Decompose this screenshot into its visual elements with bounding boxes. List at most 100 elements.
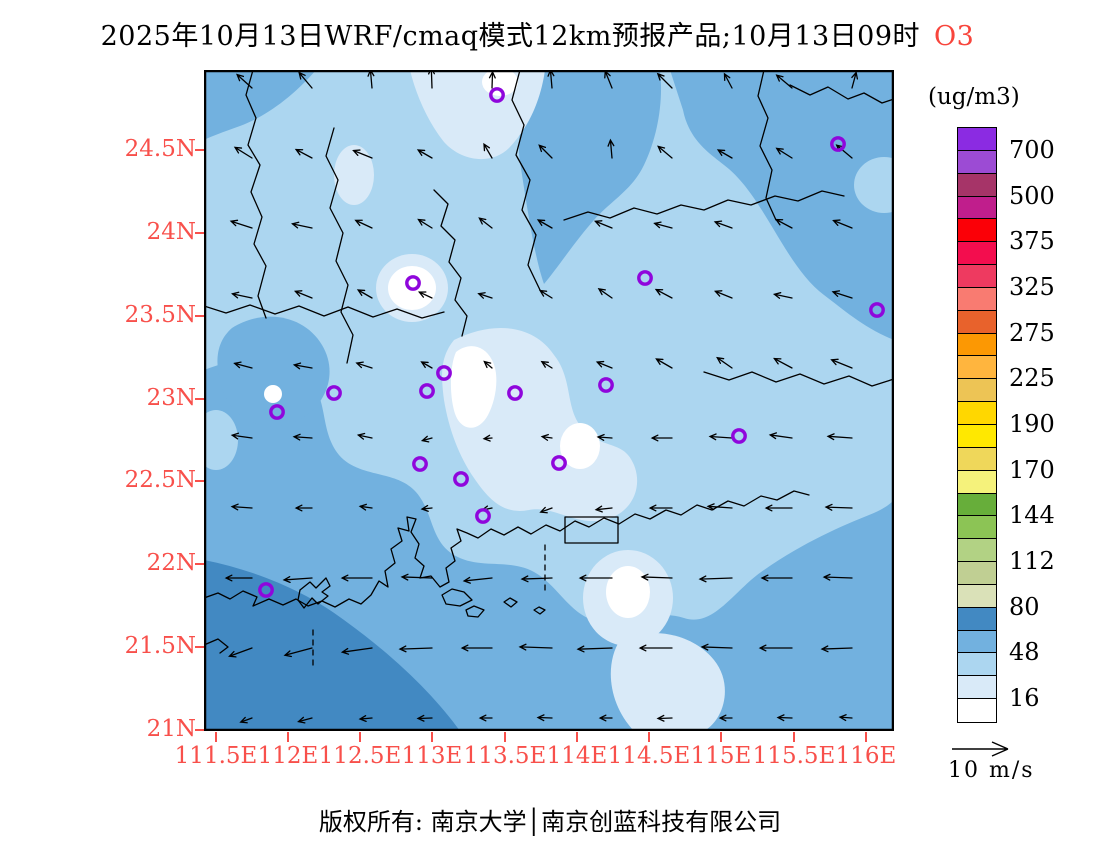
wind-vector [648, 504, 673, 512]
wind-vector [478, 217, 493, 229]
station-marker [637, 270, 653, 286]
colorbar-cell [958, 310, 996, 334]
wind-vector [282, 576, 313, 584]
wind-vector [594, 505, 613, 513]
colorbar-cell [958, 265, 996, 288]
wind-vector [540, 433, 553, 441]
colorbar-cell [958, 607, 996, 631]
wind-vector [713, 220, 733, 229]
wind-vector [698, 575, 733, 583]
lat-tick [195, 232, 204, 234]
lon-tick [504, 732, 506, 742]
lon-tick [359, 732, 361, 742]
wind-vector [352, 149, 373, 159]
wind-vector [483, 360, 493, 369]
station-marker [269, 404, 285, 420]
wind-vector [657, 145, 673, 159]
colorbar-cell [958, 447, 996, 471]
wind-vector [656, 72, 673, 89]
contour-fill-dark [204, 560, 460, 731]
colorbar-cell [958, 562, 996, 585]
wind-vector [283, 647, 313, 658]
colorbar-cell [958, 470, 996, 494]
copyright-text: 版权所有: 南京大学│南京创蓝科技有限公司 [318, 808, 782, 836]
wind-vector [233, 146, 253, 159]
lon-label: 115.5E [752, 743, 836, 769]
wind-vector [420, 504, 433, 512]
lon-tick [215, 732, 217, 742]
colorbar-cell [958, 653, 996, 677]
lat-tick [195, 398, 204, 400]
wind-vector [723, 72, 733, 89]
wind-vector [416, 149, 433, 159]
lon-label: 113.5E [463, 743, 547, 769]
colorbar-tick-label: 190 [1009, 410, 1055, 438]
wind-vector [772, 292, 793, 299]
wind-vector [417, 291, 433, 299]
colorbar-tick-label: 325 [1009, 272, 1055, 301]
wind-vector [716, 356, 733, 369]
lon-label: 113E [401, 743, 463, 769]
station-marker [507, 385, 523, 401]
lon-label: 111.5E [174, 743, 258, 769]
wind-vector [774, 218, 793, 229]
station-marker [412, 456, 428, 472]
colorbar [957, 127, 997, 723]
colorbar-cell [958, 219, 996, 243]
lon-label: 112.5E [318, 743, 402, 769]
lat-tick [195, 480, 204, 482]
wind-vector [294, 504, 313, 512]
wind-vector [230, 432, 253, 440]
lon-label: 114E [546, 743, 608, 769]
wind-vector [598, 714, 613, 722]
lon-tick [648, 732, 650, 742]
wind-vector [595, 360, 613, 369]
colorbar-cell [958, 173, 996, 197]
colorbar-tick-label: 275 [1009, 318, 1055, 347]
wind-vector [596, 433, 613, 441]
colorbar-cell [958, 539, 996, 563]
colorbar-cell [958, 676, 996, 700]
wind-vector [518, 643, 553, 651]
lat-tick [195, 149, 204, 151]
wind-vector [292, 433, 313, 441]
station-marker [830, 136, 846, 152]
wind-vector [290, 221, 313, 229]
wind-vector [650, 434, 673, 442]
colorbar-tick-label: 80 [1009, 592, 1040, 621]
colorbar-tick-label: 500 [1009, 181, 1055, 210]
lat-label: 23N [146, 384, 196, 411]
wind-vector [538, 289, 553, 299]
wind-vector [398, 645, 433, 653]
wind-vector [764, 504, 793, 512]
colorbar-cell [958, 242, 996, 266]
colorbar-cell [958, 356, 996, 380]
station-marker-layer [258, 87, 885, 598]
wind-vector [768, 432, 793, 440]
lat-label: 21.5N [124, 632, 196, 659]
colorbar-cell [958, 196, 996, 220]
colorbar-tick-label: 375 [1009, 227, 1055, 256]
wind-vector [838, 714, 853, 722]
wind-vector [706, 503, 733, 511]
wind-vector-layer [224, 70, 859, 724]
wind-vector [826, 433, 853, 441]
colorbar-cell [958, 516, 996, 540]
station-marker [598, 377, 614, 393]
colorbar-cell [958, 630, 996, 654]
wind-vector [358, 503, 373, 511]
station-marker [869, 302, 885, 318]
station-marker [475, 508, 491, 524]
colorbar-tick-label: 16 [1009, 684, 1040, 713]
lat-label: 22N [146, 549, 196, 576]
wind-vector [700, 643, 733, 651]
wind-vector [239, 716, 253, 724]
wind-vector [292, 362, 313, 370]
lon-label: 112E [257, 743, 319, 769]
lon-label: 114.5E [607, 743, 691, 769]
wind-vector [830, 358, 853, 369]
wind-vector [776, 714, 793, 722]
wind-vector [294, 148, 313, 159]
colorbar-tick-label: 144 [1009, 501, 1055, 530]
